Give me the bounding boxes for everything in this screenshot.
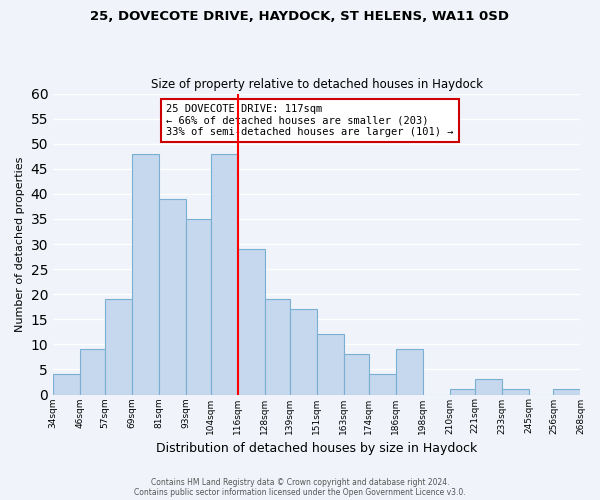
Title: Size of property relative to detached houses in Haydock: Size of property relative to detached ho…: [151, 78, 483, 91]
Bar: [105, 299, 132, 394]
Bar: [238, 249, 265, 394]
Bar: [290, 309, 317, 394]
Bar: [132, 154, 159, 394]
Bar: [553, 390, 581, 394]
Y-axis label: Number of detached properties: Number of detached properties: [15, 156, 25, 332]
Text: Contains HM Land Registry data © Crown copyright and database right 2024.
Contai: Contains HM Land Registry data © Crown c…: [134, 478, 466, 497]
Bar: [186, 219, 211, 394]
Bar: [53, 374, 80, 394]
Bar: [159, 199, 186, 394]
X-axis label: Distribution of detached houses by size in Haydock: Distribution of detached houses by size …: [156, 442, 478, 455]
Bar: [317, 334, 344, 394]
Bar: [80, 350, 105, 395]
Bar: [502, 390, 529, 394]
Text: 25 DOVECOTE DRIVE: 117sqm
← 66% of detached houses are smaller (203)
33% of semi: 25 DOVECOTE DRIVE: 117sqm ← 66% of detac…: [166, 104, 454, 138]
Bar: [450, 390, 475, 394]
Bar: [211, 154, 238, 394]
Bar: [368, 374, 395, 394]
Bar: [395, 350, 423, 395]
Bar: [344, 354, 368, 395]
Text: 25, DOVECOTE DRIVE, HAYDOCK, ST HELENS, WA11 0SD: 25, DOVECOTE DRIVE, HAYDOCK, ST HELENS, …: [91, 10, 509, 23]
Bar: [475, 380, 502, 394]
Bar: [265, 299, 290, 394]
